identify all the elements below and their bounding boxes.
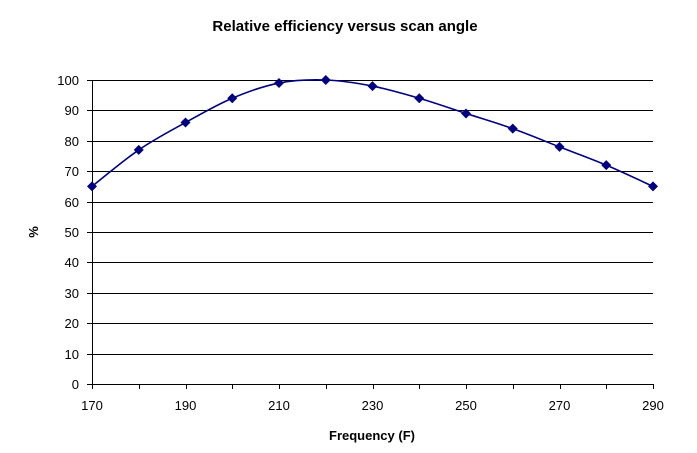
data-point-180 bbox=[133, 144, 144, 155]
data-point-220 bbox=[320, 75, 331, 85]
y-tick-label-30: 30 bbox=[65, 286, 79, 301]
x-tick-label-290: 290 bbox=[642, 398, 664, 413]
data-point-210 bbox=[274, 78, 284, 89]
data-point-200 bbox=[227, 93, 238, 104]
data-point-260 bbox=[507, 123, 518, 134]
series-line-0 bbox=[91, 79, 654, 188]
y-tick-label-90: 90 bbox=[65, 103, 79, 118]
x-tick-label-190: 190 bbox=[175, 398, 197, 413]
x-tick-label-230: 230 bbox=[362, 398, 384, 413]
y-tick-label-0: 0 bbox=[72, 377, 79, 392]
data-point-230 bbox=[367, 81, 378, 92]
x-tick-label-270: 270 bbox=[549, 398, 571, 413]
x-tick-label-250: 250 bbox=[455, 398, 477, 413]
chart-title: Relative efficiency versus scan angle bbox=[212, 18, 477, 35]
data-point-190 bbox=[180, 117, 191, 128]
data-point-170 bbox=[87, 181, 97, 192]
data-point-270 bbox=[554, 141, 565, 152]
y-tick-labels: 0 10 20 30 40 50 60 70 80 90 100 bbox=[57, 73, 79, 392]
series bbox=[87, 75, 658, 192]
x-axis-label: Frequency (F) bbox=[329, 428, 415, 443]
grid-lines bbox=[92, 80, 653, 355]
data-point-280 bbox=[601, 160, 612, 171]
y-tick-label-70: 70 bbox=[65, 164, 79, 179]
y-tick-label-60: 60 bbox=[65, 195, 79, 210]
y-tick-label-20: 20 bbox=[65, 316, 79, 331]
axes bbox=[87, 80, 654, 389]
y-tick-label-10: 10 bbox=[65, 347, 79, 362]
y-tick-label-100: 100 bbox=[57, 73, 79, 88]
y-tick-label-50: 50 bbox=[65, 225, 79, 240]
x-tick-label-170: 170 bbox=[81, 398, 103, 413]
data-point-250 bbox=[461, 108, 471, 119]
x-tick-labels: 170 190 210 230 250 270 290 bbox=[81, 398, 664, 413]
y-axis-label: % bbox=[26, 226, 41, 238]
y-tick-label-40: 40 bbox=[65, 255, 79, 270]
data-point-240 bbox=[414, 93, 425, 104]
data-point-290 bbox=[648, 181, 658, 192]
y-tick-label-80: 80 bbox=[65, 134, 79, 149]
x-tick-label-210: 210 bbox=[268, 398, 290, 413]
